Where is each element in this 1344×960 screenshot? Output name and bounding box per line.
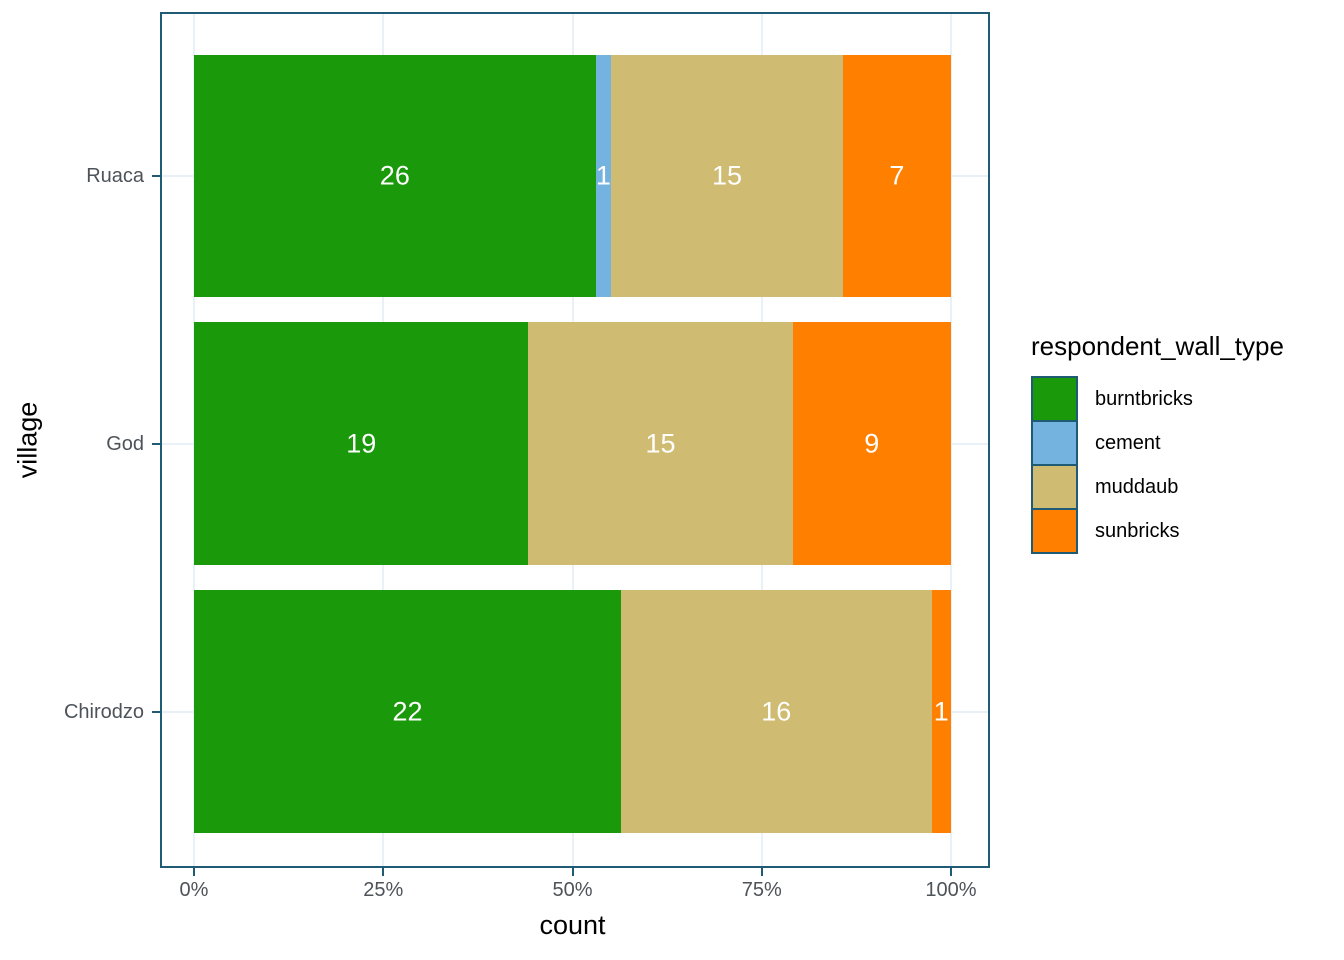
bar-segment-god-sunbricks: 9 <box>792 322 951 565</box>
bar-value-label: 26 <box>379 160 410 191</box>
x-tick-label-50%: 50% <box>552 879 593 901</box>
bar-value-label: 1 <box>933 696 949 726</box>
legend-swatch-burntbricks <box>1031 376 1078 422</box>
x-axis-title: count <box>539 910 606 940</box>
legend-label-muddaub: muddaub <box>1095 475 1179 498</box>
plot-panel: 26 1 15 7 19 15 9 22 16 1 <box>160 12 990 868</box>
bar-value-label: 1 <box>595 160 611 191</box>
y-tick-god <box>152 442 160 445</box>
bar-segment-chirodzo-burntbricks: 22 <box>194 590 622 833</box>
x-tick-75% <box>760 868 763 876</box>
legend-swatch-sunbricks <box>1031 508 1078 554</box>
x-tick-100% <box>950 868 952 876</box>
x-tick-25% <box>382 868 385 876</box>
bar-row-god: 19 15 9 <box>194 322 951 565</box>
legend-title: respondent_wall_type <box>1031 331 1284 361</box>
bar-row-ruaca: 26 1 15 7 <box>194 55 951 297</box>
bar-value-label: 9 <box>864 428 880 458</box>
bars-area: 26 1 15 7 19 15 9 22 16 1 <box>194 14 951 866</box>
y-tick-chirodzo <box>152 710 160 713</box>
bar-value-label: 22 <box>392 696 423 726</box>
bar-segment-god-muddaub: 15 <box>528 322 793 565</box>
legend-label-cement: cement <box>1095 431 1161 454</box>
bar-segment-ruaca-burntbricks: 26 <box>194 55 596 297</box>
legend-items: burntbricks cement muddaub sunbricks <box>1031 376 1284 554</box>
x-tick-label-75%: 75% <box>741 879 782 901</box>
legend: respondent_wall_type burntbricks cement mu… <box>1031 331 1284 554</box>
x-tick-0% <box>193 868 195 876</box>
bar-row-chirodzo: 22 16 1 <box>194 590 951 833</box>
legend-item-burntbricks: burntbricks <box>1031 376 1284 422</box>
y-tick-label-ruaca: Ruaca <box>86 165 144 187</box>
legend-item-sunbricks: sunbricks <box>1031 508 1284 554</box>
bar-segment-ruaca-muddaub: 15 <box>611 55 843 297</box>
bar-segment-chirodzo-sunbricks: 1 <box>931 590 951 833</box>
y-tick-label-god: God <box>106 432 144 455</box>
bar-segment-ruaca-sunbricks: 7 <box>842 55 951 297</box>
y-tick-label-chirodzo: Chirodzo <box>63 700 144 723</box>
bar-segment-chirodzo-muddaub: 16 <box>621 590 932 833</box>
bar-segment-ruaca-cement: 1 <box>595 55 612 297</box>
gridline-vertical-100% <box>950 14 952 866</box>
y-tick-ruaca <box>152 175 160 177</box>
legend-swatch-muddaub <box>1031 464 1078 510</box>
bar-value-label: 16 <box>761 696 792 726</box>
legend-swatch-cement <box>1031 420 1078 466</box>
x-tick-label-25%: 25% <box>363 879 404 901</box>
x-tick-label-100%: 100% <box>925 879 977 901</box>
bar-segment-god-burntbricks: 19 <box>194 322 529 565</box>
x-tick-50% <box>571 868 574 876</box>
bar-value-label: 7 <box>889 160 905 191</box>
bar-value-label: 15 <box>645 428 676 458</box>
bar-value-label: 15 <box>711 160 742 191</box>
legend-label-burntbricks: burntbricks <box>1095 387 1193 410</box>
legend-item-muddaub: muddaub <box>1031 464 1284 510</box>
legend-item-cement: cement <box>1031 420 1284 466</box>
bar-value-label: 19 <box>346 428 377 458</box>
x-tick-label-0%: 0% <box>179 879 209 901</box>
y-axis-title: village <box>12 401 43 479</box>
legend-label-sunbricks: sunbricks <box>1095 519 1180 542</box>
